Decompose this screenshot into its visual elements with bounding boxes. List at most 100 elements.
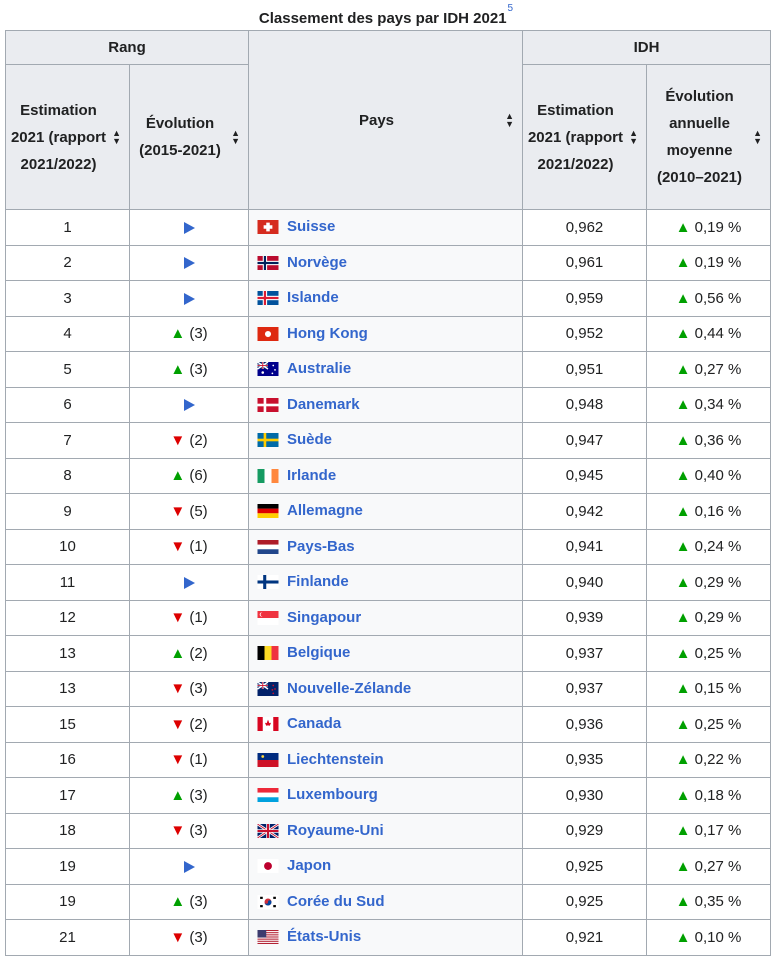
sort-icon[interactable]: ▲ ▼: [753, 128, 762, 146]
table-row: 6 Danemark 0,948 ▲ 0,34 %: [5, 386, 771, 423]
rank-cell: 2: [5, 244, 130, 281]
country-cell: Nouvelle-Zélande: [248, 670, 523, 707]
evolution-cell: ▼ (1): [129, 528, 249, 565]
country-link[interactable]: Pays-Bas: [287, 537, 355, 555]
rank-cell: 9: [5, 493, 130, 530]
country-link[interactable]: États-Unis: [287, 928, 362, 946]
table-row: 19 Japon 0,925 ▲ 0,27 %: [5, 848, 771, 885]
country-link[interactable]: Japon: [287, 857, 332, 875]
country-link[interactable]: Danemark: [287, 395, 360, 413]
growth-value: 0,35 %: [694, 893, 742, 911]
country-link[interactable]: Liechtenstein: [287, 750, 384, 768]
country-link[interactable]: Royaume-Uni: [287, 821, 384, 839]
hdi-table: Rang Pays ▲ ▼ IDH Estimation 2021 (rappor…: [5, 30, 771, 956]
country-link[interactable]: Luxembourg: [287, 786, 378, 804]
steady-arrow-icon: [183, 399, 195, 412]
evolution-cell: ▼ (5): [129, 493, 249, 530]
country-link[interactable]: Suisse: [287, 218, 336, 236]
idh-cell: 0,936: [522, 706, 647, 743]
header-pays[interactable]: Pays ▲ ▼: [248, 30, 523, 210]
growth-cell: ▲ 0,16 %: [646, 493, 771, 530]
idh-cell: 0,930: [522, 777, 647, 814]
flag-se-icon: [257, 433, 281, 449]
table-row: 3 Islande 0,959 ▲ 0,56 %: [5, 280, 771, 317]
country-link[interactable]: Singapour: [287, 608, 362, 626]
header-rang-evolution[interactable]: Évolution (2015-2021) ▲ ▼: [129, 64, 249, 210]
growth-cell: ▲ 0,25 %: [646, 706, 771, 743]
reference-link[interactable]: 5: [507, 3, 514, 14]
flag-is-icon: [257, 291, 281, 307]
growth-cell: ▲ 0,44 %: [646, 315, 771, 352]
growth-value: 0,56 %: [694, 289, 742, 307]
growth-cell: ▲ 0,17 %: [646, 812, 771, 849]
growth-cell: ▲ 0,40 %: [646, 457, 771, 494]
rank-change: (3): [189, 680, 208, 698]
growth-value: 0,29 %: [694, 573, 742, 591]
growth-value: 0,40 %: [694, 467, 742, 485]
rank-cell: 8: [5, 457, 130, 494]
rank-change: (3): [189, 928, 208, 946]
header-idh-evolution-label: Évolution annuelle moyenne (2010–2021): [656, 88, 743, 186]
country-cell: Suisse: [248, 209, 523, 246]
growth-cell: ▲ 0,22 %: [646, 741, 771, 778]
flag-ie-icon: [257, 468, 281, 485]
idh-cell: 0,937: [522, 635, 647, 672]
up-arrow-icon: ▲: [170, 644, 186, 662]
rank-cell: 1: [5, 209, 130, 246]
sort-icon[interactable]: ▲ ▼: [231, 128, 240, 146]
table-row: 12 ▼ (1) Singapour 0,939 ▲ 0,29 %: [5, 599, 771, 636]
idh-cell: 0,948: [522, 386, 647, 423]
flag-no-icon: [257, 255, 281, 272]
growth-value: 0,22 %: [694, 751, 742, 769]
country-link[interactable]: Canada: [287, 715, 342, 733]
down-arrow-icon: ▼: [170, 751, 186, 769]
country-link[interactable]: Corée du Sud: [287, 892, 385, 910]
sort-icon[interactable]: ▲ ▼: [629, 128, 638, 146]
country-cell: Pays-Bas: [248, 528, 523, 565]
header-idh-estimation[interactable]: Estimation 2021 (rapport 2021/2022) ▲ ▼: [522, 64, 647, 210]
rank-cell: 5: [5, 351, 130, 388]
evolution-cell: ▼ (2): [129, 706, 249, 743]
growth-value: 0,27 %: [694, 360, 742, 378]
down-arrow-icon: ▼: [170, 928, 186, 946]
growth-cell: ▲ 0,27 %: [646, 351, 771, 388]
country-link[interactable]: Australie: [287, 360, 352, 378]
evolution-cell: ▲ (6): [129, 457, 249, 494]
country-link[interactable]: Norvège: [287, 253, 348, 271]
country-link[interactable]: Islande: [287, 289, 339, 307]
growth-cell: ▲ 0,29 %: [646, 564, 771, 601]
flag-au-icon: [257, 361, 281, 378]
country-link[interactable]: Belgique: [287, 644, 351, 662]
country-link[interactable]: Finlande: [287, 573, 349, 591]
sort-icon[interactable]: ▲ ▼: [505, 111, 514, 129]
country-link[interactable]: Hong Kong: [287, 324, 368, 342]
header-rang-estimation-label: Estimation 2021 (rapport 2021/2022): [10, 101, 107, 173]
header-rang-estimation[interactable]: Estimation 2021 (rapport 2021/2022) ▲ ▼: [5, 64, 130, 210]
rank-change: (6): [189, 467, 208, 485]
country-link[interactable]: Irlande: [287, 466, 337, 484]
idh-cell: 0,925: [522, 848, 647, 885]
header-pays-label: Pays: [358, 111, 395, 129]
up-arrow-icon: ▲: [675, 715, 691, 733]
steady-arrow-icon: [183, 221, 195, 234]
country-link[interactable]: Allemagne: [287, 502, 363, 520]
country-link[interactable]: Nouvelle-Zélande: [287, 679, 412, 697]
country-link[interactable]: Suède: [287, 431, 333, 449]
growth-value: 0,29 %: [694, 609, 742, 627]
rank-cell: 18: [5, 812, 130, 849]
growth-value: 0,27 %: [694, 857, 742, 875]
rank-cell: 16: [5, 741, 130, 778]
header-idh-evolution[interactable]: Évolution annuelle moyenne (2010–2021) ▲…: [646, 64, 771, 210]
idh-cell: 0,940: [522, 564, 647, 601]
rank-cell: 19: [5, 848, 130, 885]
rank-cell: 13: [5, 635, 130, 672]
sort-icon[interactable]: ▲ ▼: [112, 128, 121, 146]
country-cell: Japon: [248, 848, 523, 885]
up-arrow-icon: ▲: [675, 822, 691, 840]
idh-cell: 0,952: [522, 315, 647, 352]
rank-cell: 6: [5, 386, 130, 423]
growth-value: 0,19 %: [694, 254, 742, 272]
idh-cell: 0,925: [522, 883, 647, 920]
rank-change: (3): [189, 822, 208, 840]
idh-cell: 0,935: [522, 741, 647, 778]
